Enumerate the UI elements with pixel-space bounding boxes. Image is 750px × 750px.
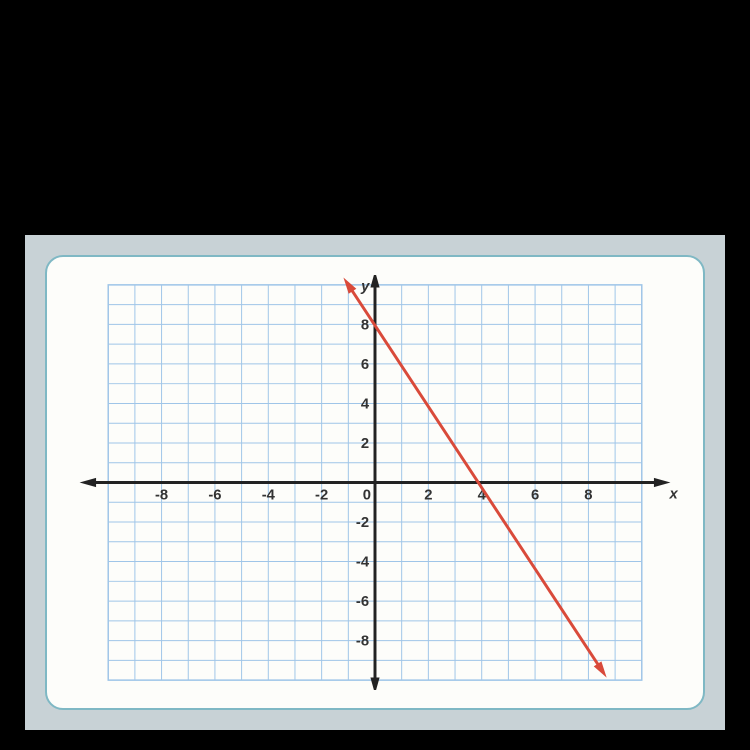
tick-label: 4	[361, 396, 370, 412]
tick-label: 8	[361, 317, 369, 333]
tick-label: -6	[208, 487, 221, 503]
tick-label: -6	[356, 594, 369, 610]
tick-label: 6	[531, 487, 539, 503]
coordinate-graph: -8-6-4-202468-8-6-4-22468xy	[65, 275, 685, 690]
tick-label: 6	[361, 357, 369, 373]
tick-label: 8	[584, 487, 592, 503]
tick-label: -8	[155, 487, 168, 503]
graph-svg: -8-6-4-202468-8-6-4-22468xy	[65, 275, 685, 690]
tick-label: 0	[363, 487, 371, 503]
graph-panel: -8-6-4-202468-8-6-4-22468xy	[45, 255, 705, 710]
tick-label: -2	[315, 487, 328, 503]
screen-background: -8-6-4-202468-8-6-4-22468xy	[25, 235, 725, 730]
y-axis-label: y	[360, 279, 370, 295]
tick-label: 2	[424, 487, 432, 503]
tick-label: -8	[356, 634, 369, 650]
tick-label: -4	[262, 487, 276, 503]
tick-label: -2	[356, 515, 369, 531]
tick-label: -4	[356, 554, 370, 570]
plotted-line	[348, 285, 601, 670]
x-axis-label: x	[668, 486, 678, 502]
tick-label: 2	[361, 436, 369, 452]
